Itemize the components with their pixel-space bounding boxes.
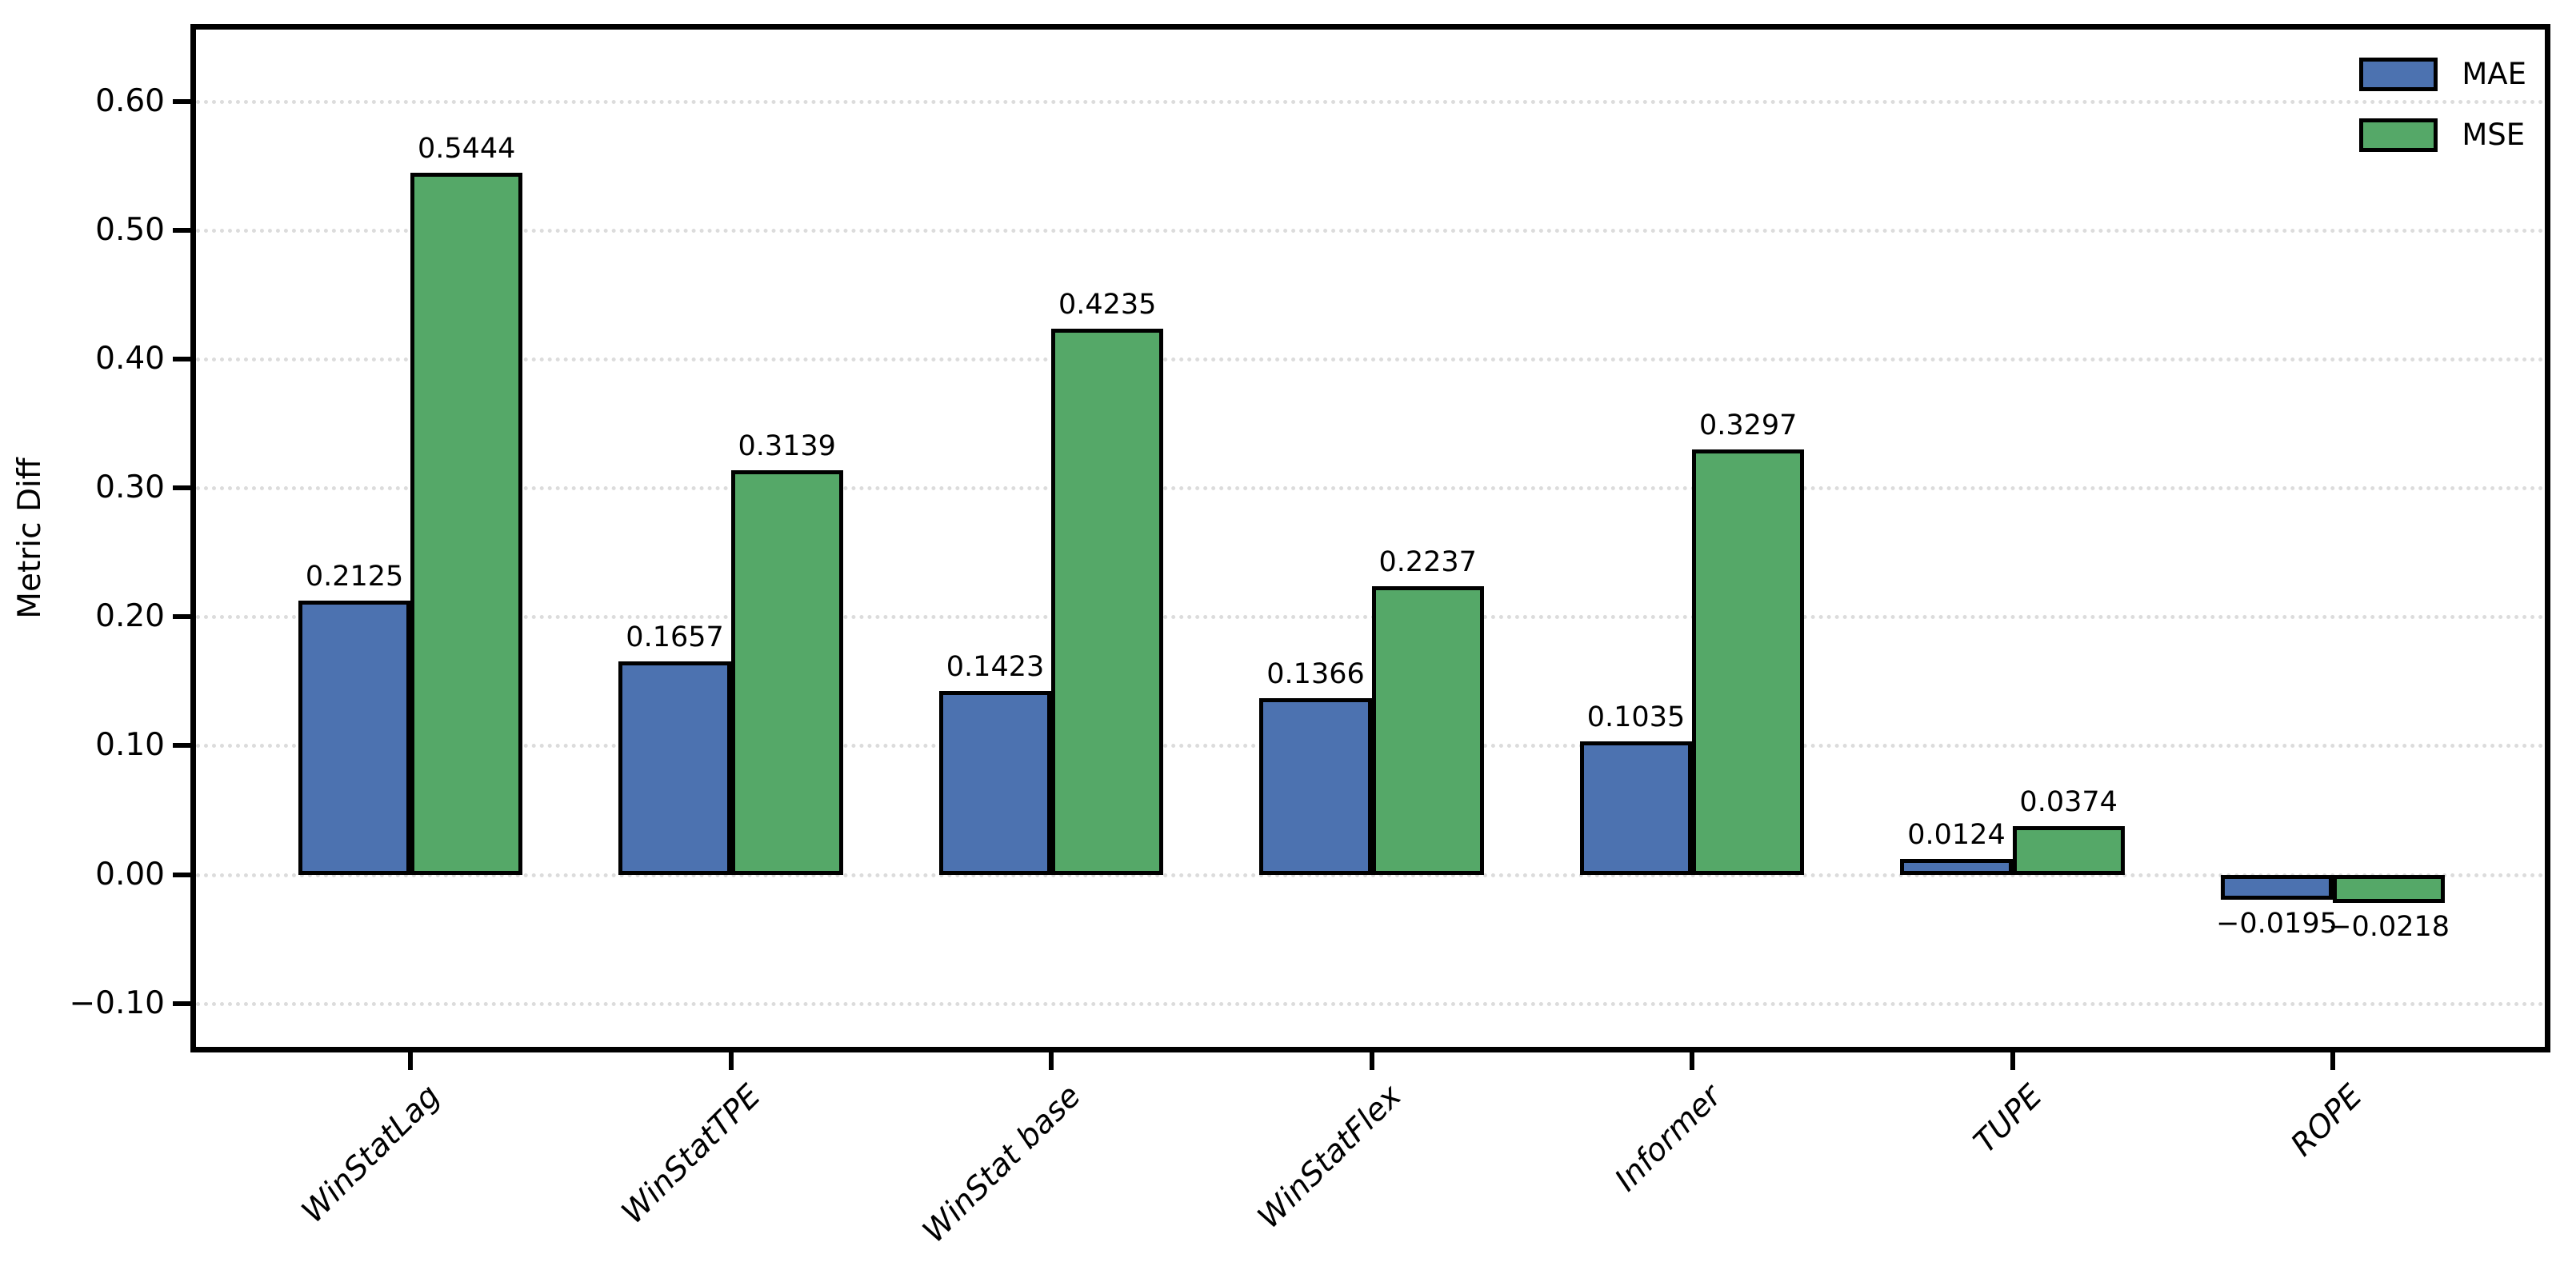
y-tick-mark [173, 1000, 190, 1006]
value-label: 0.4235 [1058, 289, 1157, 321]
legend-item-mse: MSE [2359, 118, 2526, 152]
x-tick-mark [2010, 1052, 2015, 1070]
y-tick-label: 0.20 [95, 598, 165, 635]
x-tick-label-winstat-base: WinStat base [916, 1078, 1088, 1250]
x-tick-mark [1049, 1052, 1054, 1070]
y-tick-mark [173, 743, 190, 749]
gridline [196, 486, 2545, 491]
x-tick-label-winstattpe: WinStatTPE [614, 1078, 768, 1232]
bar-mse-winstatflex [1371, 586, 1484, 875]
y-tick-label: 0.60 [95, 82, 165, 119]
bar-mae-winstatflex [1259, 698, 1372, 875]
plot-area [190, 24, 2550, 1052]
y-tick-mark [173, 485, 190, 491]
y-tick-mark [173, 356, 190, 361]
value-label: 0.1423 [946, 651, 1045, 684]
value-label: −0.0218 [2328, 910, 2450, 943]
x-tick-mark [1369, 1052, 1374, 1070]
bar-mse-winstat-base [1051, 329, 1164, 875]
y-tick-mark [173, 872, 190, 877]
x-tick-label-informer: Informer [1608, 1078, 1729, 1199]
bar-mae-informer [1579, 741, 1693, 875]
gridline [196, 357, 2545, 361]
value-label: 0.3139 [738, 429, 836, 462]
gridline [196, 873, 2545, 877]
legend: MAE MSE [2359, 58, 2526, 179]
value-label: −0.0195 [2216, 908, 2338, 941]
y-tick-mark [173, 98, 190, 104]
bar-mae-winstattpe [618, 661, 731, 875]
x-tick-label-tupe: TUPE [1966, 1078, 2050, 1160]
x-tick-mark [728, 1052, 734, 1070]
value-label: 0.1035 [1586, 701, 1686, 733]
y-tick-mark [173, 227, 190, 233]
bar-mse-winstatlag [410, 173, 523, 875]
x-tick-mark [2330, 1052, 2336, 1070]
bar-mae-winstat-base [938, 691, 1052, 875]
legend-swatch-mse [2359, 118, 2438, 152]
y-tick-label: 0.40 [95, 340, 165, 377]
bar-mae-tupe [1900, 858, 2013, 875]
gridline [196, 99, 2545, 104]
bar-mae-winstatlag [298, 601, 411, 875]
x-tick-label-winstatlag: WinStatLag [294, 1078, 447, 1231]
y-tick-label: 0.00 [95, 856, 165, 893]
x-tick-mark [408, 1052, 414, 1070]
y-tick-mark [173, 614, 190, 620]
bar-mse-winstattpe [730, 469, 843, 875]
value-label: 0.1366 [1266, 658, 1365, 691]
y-tick-label: 0.10 [95, 727, 165, 764]
value-label: 0.3297 [1698, 409, 1798, 442]
value-label: 0.5444 [417, 133, 516, 166]
gridline [196, 615, 2545, 620]
value-label: 0.2237 [1378, 546, 1477, 579]
legend-item-mae: MAE [2359, 58, 2526, 91]
legend-swatch-mae [2359, 58, 2438, 91]
y-axis-label: Metric Diff [12, 457, 48, 619]
value-label: 0.0124 [1907, 818, 2006, 851]
y-tick-label: 0.50 [95, 211, 165, 248]
plot-frame [190, 24, 2550, 1052]
legend-label-mae: MAE [2462, 57, 2526, 91]
bar-mae-rope [2220, 874, 2334, 901]
value-label: 0.0374 [2019, 786, 2118, 819]
value-label: 0.2125 [305, 561, 404, 593]
bar-mse-tupe [2012, 826, 2125, 875]
x-tick-mark [1690, 1052, 1695, 1070]
legend-label-mse: MSE [2462, 118, 2526, 152]
y-tick-label: −0.10 [69, 984, 165, 1021]
value-label: 0.1657 [626, 621, 724, 653]
y-tick-label: 0.30 [95, 469, 165, 506]
x-tick-label-rope: ROPE [2284, 1078, 2370, 1164]
bar-mse-rope [2333, 874, 2446, 903]
gridline [196, 1001, 2545, 1006]
bar-mse-informer [1692, 449, 1805, 875]
gridline [196, 228, 2545, 233]
x-tick-label-winstatflex: WinStatFlex [1250, 1078, 1409, 1236]
